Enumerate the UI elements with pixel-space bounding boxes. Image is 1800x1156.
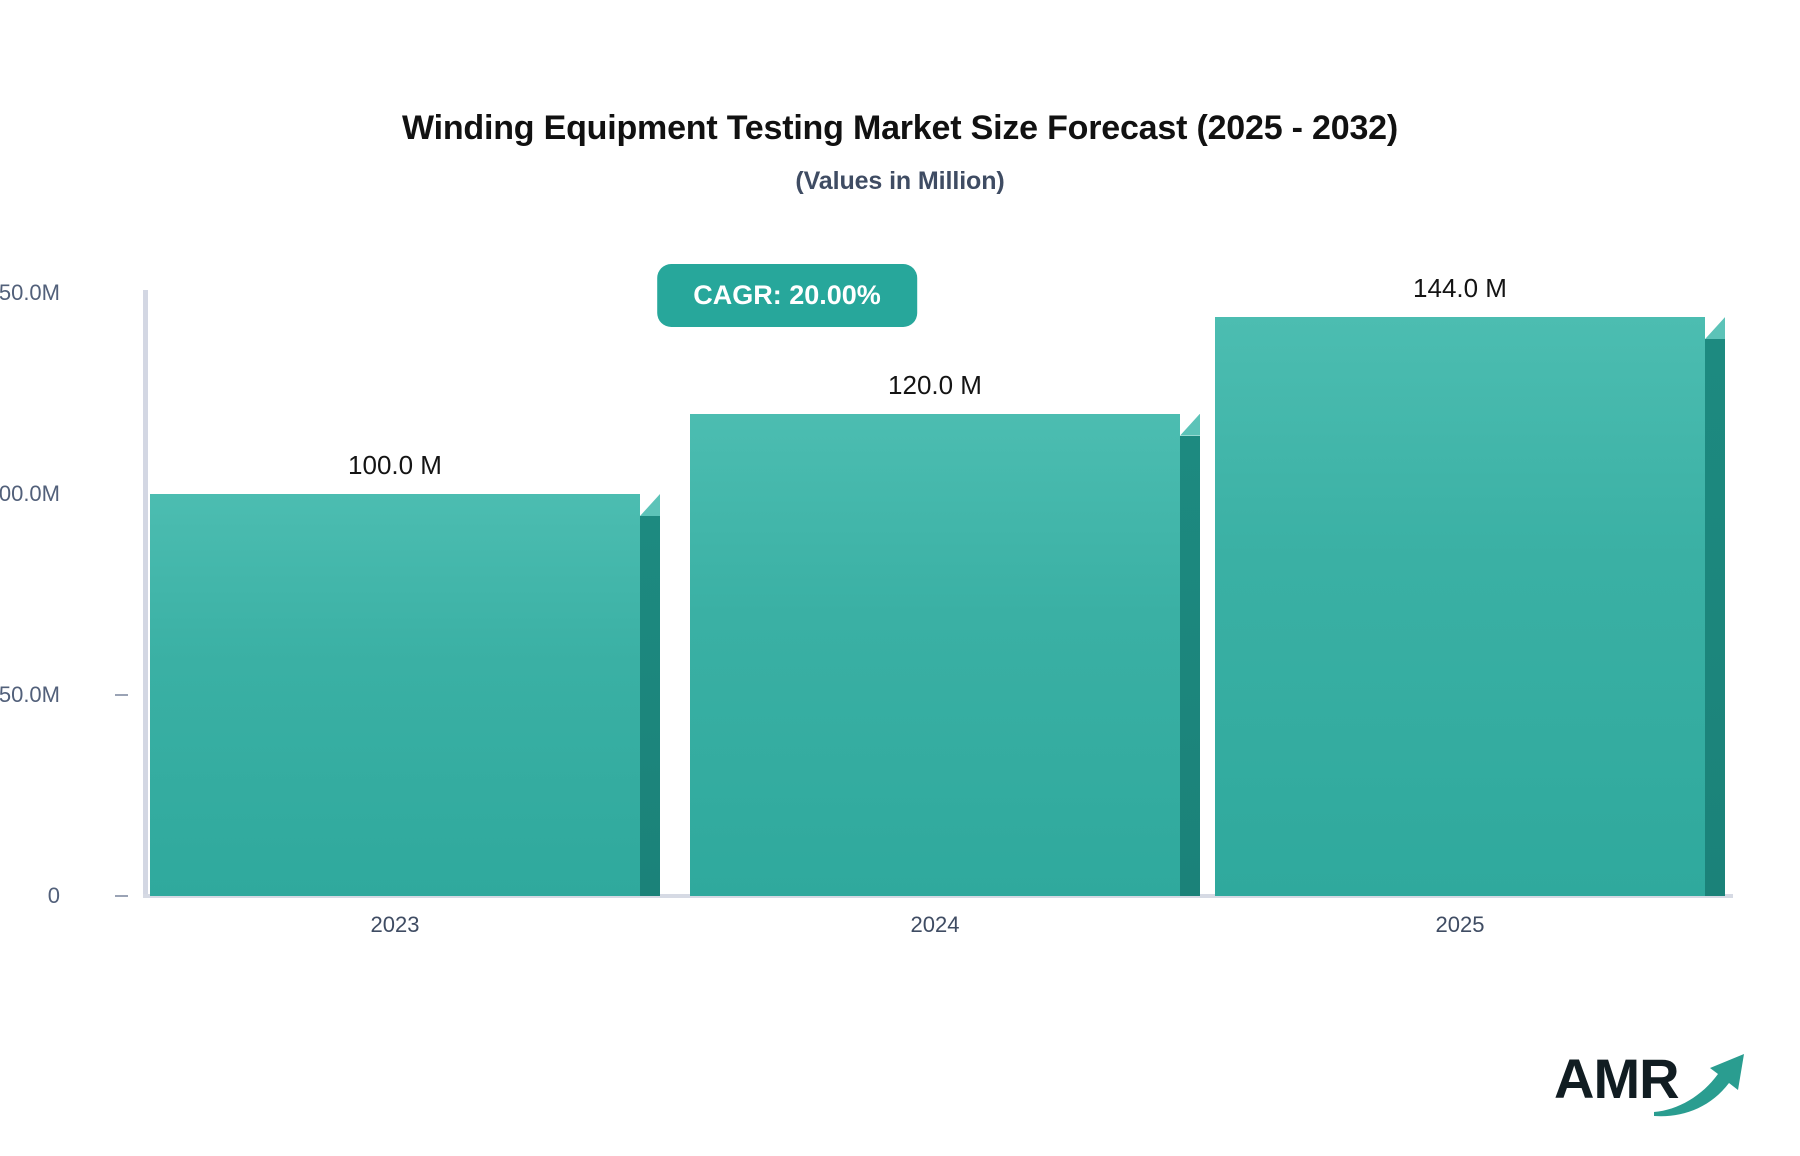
x-tick-label-2024: 2024: [910, 912, 960, 937]
y-tick-label: 150.0M: [0, 280, 60, 305]
y-tick-label: 100.0M: [0, 481, 60, 506]
bar-2023[interactable]: 100.0 M: [150, 450, 660, 896]
bar-front-face: [690, 413, 1180, 896]
bar-front-face: [150, 494, 640, 896]
x-axis-line: [143, 894, 1733, 898]
y-tick-mark: [115, 895, 128, 897]
amr-logo: AMR: [1554, 1034, 1744, 1126]
chart-subtitle: (Values in Million): [795, 166, 1005, 195]
bar-top-face: [640, 494, 660, 516]
y-tick-mark: [115, 694, 128, 696]
y-axis-line: [143, 290, 148, 898]
bar-2025[interactable]: 144.0 M: [1215, 273, 1725, 896]
bar-value-label: 100.0 M: [348, 450, 442, 480]
x-tick-label-2023: 2023: [370, 912, 420, 937]
y-tick-label: 50.0M: [0, 682, 60, 707]
bar-side-face: [1705, 339, 1725, 896]
y-tick-label: 0: [47, 883, 60, 908]
cagr-badge: CAGR: 20.00%: [657, 264, 917, 327]
bar-side-face: [640, 516, 660, 896]
bar-front-face: [1215, 317, 1705, 896]
bar-value-label: 144.0 M: [1413, 273, 1507, 304]
bar-top-face: [1705, 317, 1725, 340]
bar-side-face: [1180, 435, 1200, 896]
amr-logo-text: AMR: [1554, 1047, 1680, 1110]
chart-header: Winding Equipment Testing Market Size Fo…: [0, 108, 1800, 196]
bar-value-label: 120.0 M: [888, 369, 982, 400]
x-tick-label-2025: 2025: [1435, 912, 1485, 937]
bar-top-face: [1180, 413, 1200, 436]
page-title: Winding Equipment Testing Market Size Fo…: [402, 109, 1398, 147]
growth-arrow-icon: [1654, 1054, 1744, 1117]
bar-2024[interactable]: 120.0 M: [690, 370, 1200, 896]
